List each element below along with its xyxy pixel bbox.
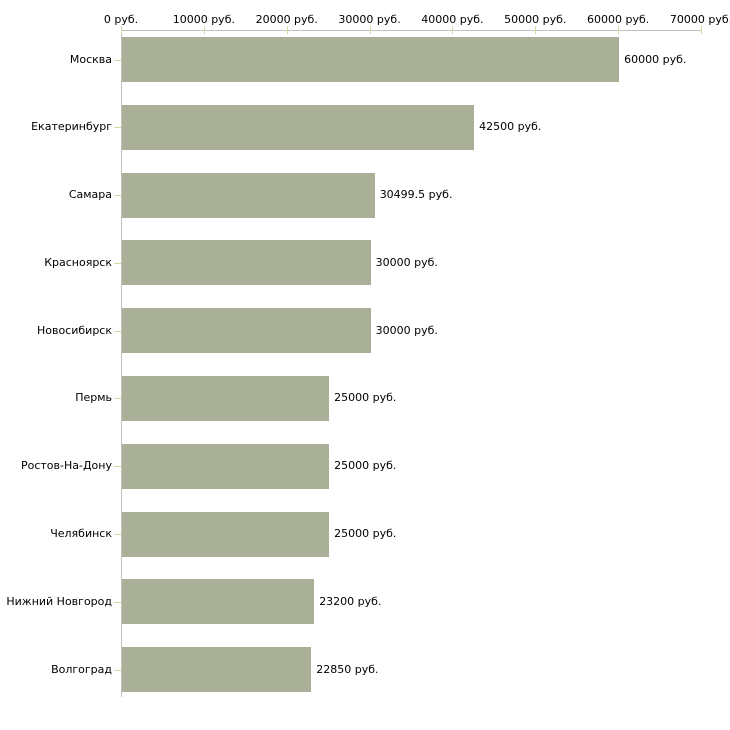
bar — [122, 37, 620, 82]
y-tick-mark — [114, 127, 121, 129]
x-tick-mark — [452, 26, 454, 34]
value-label: 30499.5 руб. — [379, 188, 453, 202]
value-label: 25000 руб. — [334, 391, 397, 405]
value-label: 25000 руб. — [334, 459, 397, 473]
y-tick-mark — [114, 398, 121, 400]
value-label: 25000 руб. — [334, 527, 397, 540]
category-label: Челябинск — [50, 527, 112, 540]
bar — [122, 375, 330, 421]
x-tick-mark — [701, 26, 702, 34]
x-tick-mark — [203, 26, 205, 34]
value-label: 23200 руб. — [319, 594, 382, 608]
category-label: Самара — [68, 188, 112, 202]
y-tick-mark — [114, 262, 121, 264]
x-tick-mark — [286, 26, 288, 34]
value-label: 30000 руб. — [375, 323, 438, 337]
value-label: 30000 руб. — [375, 255, 438, 269]
y-tick-mark — [114, 466, 121, 468]
x-tick-label: 50000 руб. — [504, 13, 567, 26]
x-tick-label: 0 руб. — [103, 13, 139, 26]
category-label: Пермь — [75, 391, 112, 405]
y-tick-mark — [114, 59, 121, 61]
x-tick-mark — [535, 26, 537, 34]
category-label: Екатеринбург — [31, 120, 112, 134]
x-tick-label: 40000 руб. — [421, 13, 484, 26]
bar — [122, 443, 330, 489]
x-tick-label: 30000 руб. — [338, 13, 401, 26]
bar — [122, 647, 312, 692]
y-tick-mark — [114, 601, 121, 603]
bar — [122, 511, 330, 557]
y-tick-mark — [114, 195, 121, 197]
x-tick-label: 10000 руб. — [172, 13, 235, 26]
x-tick-mark — [369, 26, 371, 34]
x-tick-mark — [618, 26, 620, 34]
category-label: Ростов-На-Дону — [20, 459, 112, 473]
category-label: Новосибирск — [36, 323, 112, 337]
y-tick-mark — [114, 534, 121, 535]
value-label: 42500 руб. — [479, 120, 542, 134]
value-label: 60000 руб. — [624, 52, 687, 66]
y-tick-mark — [114, 330, 121, 332]
x-axis-line — [121, 30, 701, 31]
category-label: Волгоград — [51, 662, 112, 676]
x-tick-mark — [121, 26, 122, 34]
bar — [122, 240, 371, 286]
bar — [122, 104, 475, 150]
x-tick-label: 70000 руб. — [669, 13, 730, 26]
category-label: Красноярск — [44, 255, 112, 269]
x-tick-label: 20000 руб. — [255, 13, 318, 26]
category-label: Нижний Новгород — [6, 594, 112, 608]
x-tick-label: 60000 руб. — [587, 13, 650, 26]
y-tick-mark — [114, 669, 121, 671]
value-label: 22850 руб. — [316, 662, 379, 676]
category-label: Москва — [69, 52, 112, 66]
y-axis-line — [121, 30, 122, 697]
bar — [122, 172, 375, 218]
bar — [122, 308, 371, 354]
bar — [122, 579, 315, 625]
